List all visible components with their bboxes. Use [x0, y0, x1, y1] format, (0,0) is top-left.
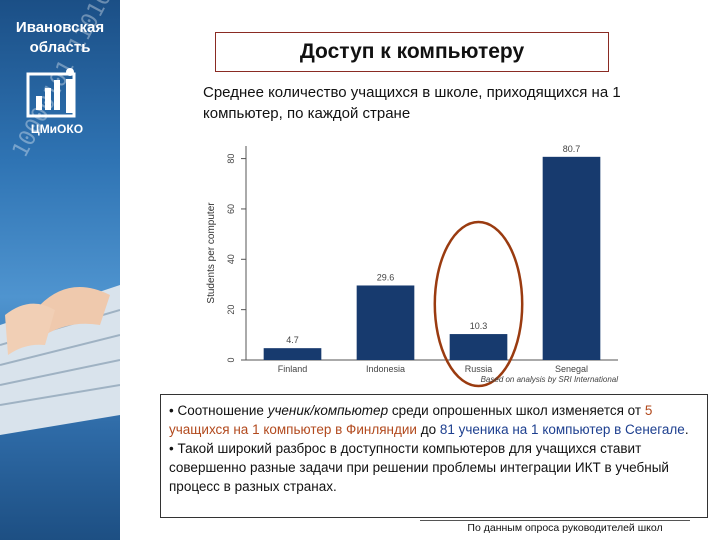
y-tick-label: 40 [226, 254, 236, 264]
bar-value-label: 29.6 [377, 272, 395, 282]
slide-title: Доступ к компьютеру [215, 32, 609, 72]
slide-subtitle: Среднее количество учащихся в школе, при… [203, 84, 621, 122]
y-tick-label: 0 [226, 357, 236, 362]
source-note: По данным опроса руководителей школ [467, 522, 663, 534]
region-title: Ивановская область [15, 19, 105, 56]
chart-bar [542, 156, 601, 360]
chart-bar [263, 348, 322, 360]
bar-value-label: 4.7 [286, 335, 299, 345]
chart-svg: 0 20 40 60 80 Students per computer 4.7 Finland… [200, 138, 630, 388]
keyboard-hands-icon [0, 285, 120, 435]
organization-logo-icon [26, 68, 76, 118]
x-tick-label: Russia [465, 364, 493, 374]
x-tick-label: Senegal [555, 364, 588, 374]
bar-chart: 0 20 40 60 80 Students per computer 4.7 Finland… [200, 138, 630, 388]
highlight-circle [433, 220, 524, 388]
y-axis-label: Students per computer [206, 202, 217, 304]
y-tick-label: 20 [226, 305, 236, 315]
summary-text-box: • Соотношение ученик/компьютер среди опр… [160, 394, 708, 518]
summary-bullet-1: • Соотношение ученик/компьютер среди опр… [169, 403, 689, 437]
y-tick-label: 80 [226, 154, 236, 164]
sidebar-panel: 10000101 11010110 01101000 10100111 0011… [0, 0, 120, 540]
x-tick-label: Indonesia [366, 364, 405, 374]
chart-bar [449, 334, 508, 360]
summary-bullet-2: • Такой широкий разброс в доступности ко… [169, 441, 669, 494]
chart-note: Based on analysis by SRI International [481, 375, 619, 384]
y-tick-label: 60 [226, 204, 236, 214]
bar-value-label: 80.7 [563, 144, 581, 154]
source-divider [420, 520, 690, 521]
logo-text: ЦМиОКО [30, 122, 84, 136]
bar-value-label: 10.3 [470, 321, 488, 331]
chart-bar [356, 285, 415, 360]
x-tick-label: Finland [278, 364, 308, 374]
